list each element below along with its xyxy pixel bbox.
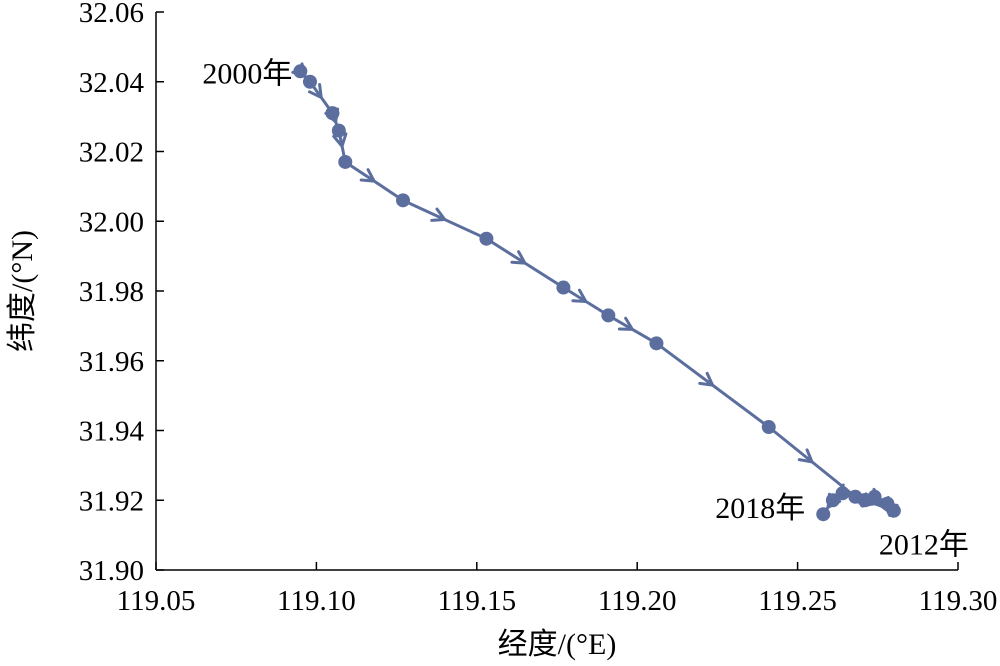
data-point [556, 280, 571, 295]
data-point [302, 74, 317, 89]
year-annotation: 2000年 [202, 57, 292, 90]
direction-arrow [430, 207, 447, 222]
x-axis-title: 经度/(°E) [498, 628, 617, 661]
series-group [291, 62, 901, 522]
direction-arrow [797, 448, 814, 464]
data-point [396, 193, 411, 208]
direction-arrow [308, 83, 323, 99]
direction-arrow [617, 316, 634, 331]
x-tick-label: 119.30 [919, 585, 998, 617]
annotations: 2000年 2012年 2018年 [202, 57, 968, 561]
direction-arrow [698, 371, 715, 387]
direction-arrow [332, 132, 348, 148]
y-tick-label: 32.04 [79, 67, 145, 99]
data-point [816, 507, 831, 522]
y-axis-title: 纬度/(°N) [6, 230, 39, 352]
x-tick-label: 119.05 [117, 585, 196, 617]
y-tick-label: 31.98 [79, 276, 144, 308]
direction-arrow [571, 288, 588, 303]
data-point [479, 231, 494, 246]
data-point [325, 106, 340, 121]
data-point [761, 420, 776, 435]
x-tick-label: 119.15 [437, 585, 516, 617]
y-tick-label: 31.90 [79, 555, 144, 587]
x-tick-label: 119.25 [758, 585, 837, 617]
y-tick-label: 31.94 [79, 416, 145, 448]
x-tick-label: 119.10 [277, 585, 356, 617]
data-point [649, 336, 664, 351]
data-point [293, 64, 308, 79]
y-tick-label: 32.06 [79, 0, 144, 29]
y-tick-label: 32.00 [79, 206, 144, 238]
y-tick-label: 32.02 [79, 137, 144, 169]
year-annotation: 2018年 [715, 492, 805, 525]
data-point [331, 123, 346, 138]
y-tick-label: 31.92 [79, 485, 144, 517]
x-tick-label: 119.20 [598, 585, 677, 617]
data-point [825, 493, 840, 508]
year-annotation: 2012年 [879, 529, 969, 562]
data-point [338, 154, 353, 169]
axes [155, 12, 958, 571]
data-point [601, 308, 616, 323]
data-point [835, 486, 850, 501]
y-ticks: 31.90 31.92 31.94 31.96 31.98 32.00 32.02 32.04… [79, 0, 164, 587]
direction-arrow [510, 250, 527, 265]
y-tick-label: 31.96 [79, 346, 144, 378]
direction-arrow [359, 168, 376, 183]
data-point [880, 496, 895, 511]
data-point [857, 493, 872, 508]
x-ticks: 119.05 119.10 119.15 119.20 119.25 119.30 [117, 562, 998, 617]
